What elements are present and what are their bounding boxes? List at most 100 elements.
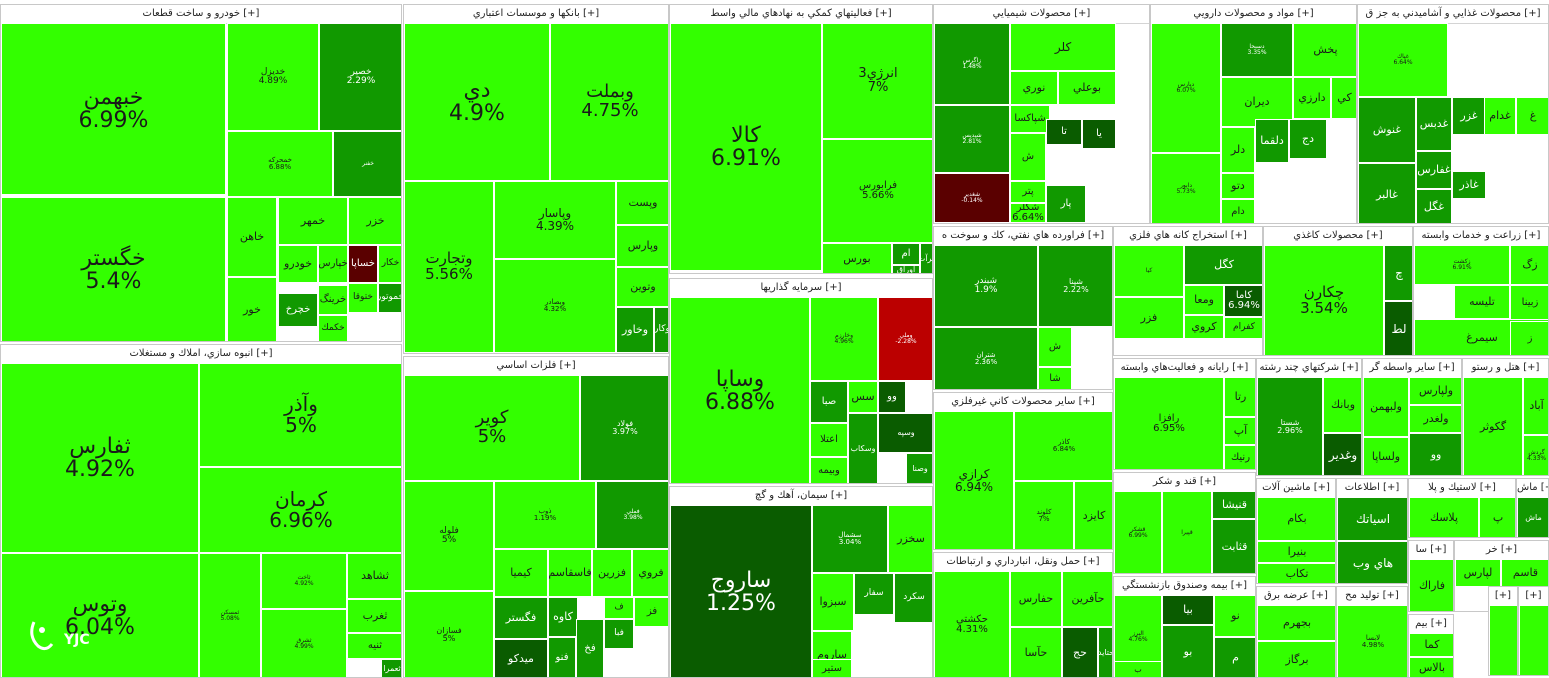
stock-tile[interactable]: دابور 5.73% xyxy=(1151,153,1221,223)
stock-tile[interactable]: وبانك xyxy=(1323,377,1361,433)
stock-tile[interactable]: فخ xyxy=(576,619,604,677)
stock-tile[interactable]: بجهرم xyxy=(1257,605,1335,641)
stock-tile[interactable]: وتوس 6.04% xyxy=(1,553,199,677)
sector-header[interactable]: هتل و رستو [+] xyxy=(1463,359,1548,378)
stock-tile[interactable]: شستا 2.96% xyxy=(1257,377,1323,475)
stock-tile[interactable]: ز xyxy=(1510,321,1548,355)
sector-block[interactable]: [+] xyxy=(1518,586,1549,676)
sector-block[interactable]: محصولات غذايي و آشاميدني به جز ق [+] غنوش… xyxy=(1357,4,1549,224)
stock-tile[interactable]: غدام xyxy=(1484,97,1516,135)
stock-tile[interactable]: زكشت 6.91% xyxy=(1414,245,1510,285)
stock-tile[interactable]: ش xyxy=(1010,133,1046,181)
stock-tile[interactable]: بالاس xyxy=(1409,657,1453,677)
stock-tile[interactable]: خفنر xyxy=(333,131,401,197)
stock-tile[interactable]: ذوب 1.19% xyxy=(494,481,596,549)
stock-tile[interactable]: زبينا xyxy=(1510,285,1548,321)
stock-tile[interactable]: وپارس xyxy=(616,225,668,267)
sector-block[interactable]: اطلاعات [+] اسياتك هاي وب xyxy=(1336,478,1408,584)
stock-tile[interactable]: كرازي 6.94% xyxy=(934,411,1014,549)
stock-tile[interactable]: خپارس xyxy=(318,245,348,283)
sector-block[interactable]: زراعت و خدمات وابسته [+] زگ زبينا تلیسه سيمر… xyxy=(1413,226,1549,356)
stock-tile[interactable]: وسكاب xyxy=(848,413,878,483)
stock-tile[interactable]: وملي -2.28% xyxy=(878,297,932,381)
sector-block[interactable]: استخراج كانه هاي فلزي [+] كگل ومعا كروي كيا ف… xyxy=(1113,226,1263,356)
sector-header[interactable]: زراعت و خدمات وابسته [+] xyxy=(1414,227,1548,246)
stock-tile[interactable]: قاسم xyxy=(1501,559,1548,587)
sector-header[interactable]: ساير واسطه گر [+] xyxy=(1363,359,1461,378)
stock-tile[interactable]: ساروج 1.25% xyxy=(670,505,812,677)
stock-tile[interactable]: كيا xyxy=(1114,245,1184,297)
sector-block[interactable]: خودرو و ساخت قطعات [+] خبهمن 6.99% خگستر 5.4… xyxy=(0,4,402,342)
stock-tile[interactable]: شكلر 6.64% xyxy=(1010,203,1046,223)
sector-header[interactable]: سيمان، آهك و گچ [+] xyxy=(670,487,932,506)
stock-tile[interactable]: بنيرا xyxy=(1257,541,1335,563)
stock-tile[interactable]: فزرين xyxy=(592,549,632,597)
stock-tile[interactable]: فاسقاسم xyxy=(548,549,592,597)
stock-tile[interactable]: دج xyxy=(1289,119,1327,159)
stock-tile[interactable]: غدبس xyxy=(1416,97,1452,151)
stock-tile[interactable]: دارزي xyxy=(1293,77,1331,119)
stock-tile[interactable]: خكار xyxy=(378,245,401,283)
stock-tile[interactable]: شپاكسا xyxy=(1010,105,1050,133)
stock-tile[interactable]: خمهر xyxy=(278,197,348,245)
stock-tile[interactable]: سفار xyxy=(854,573,894,615)
stock-tile[interactable]: اعتلا xyxy=(810,423,848,457)
stock-tile[interactable]: وساپا 6.88% xyxy=(670,297,810,483)
sector-block[interactable]: ماش [+] ماش xyxy=(1516,478,1549,538)
stock-tile[interactable]: چكارن 3.54% xyxy=(1264,245,1384,355)
stock-tile[interactable]: فروي xyxy=(632,549,668,597)
stock-tile[interactable]: ب xyxy=(1114,661,1162,677)
sector-header[interactable]: بانكها و موسسات اعتباري [+] xyxy=(404,5,668,24)
stock-tile[interactable]: نو xyxy=(1214,595,1255,637)
sector-block[interactable]: ماشين آلات [+] بكام بنيرا تكاب xyxy=(1256,478,1336,584)
stock-tile[interactable]: سكرد xyxy=(894,573,932,623)
stock-tile[interactable]: شتران 2.36% xyxy=(934,327,1038,389)
stock-tile[interactable]: ولساپا xyxy=(1363,437,1409,475)
sector-header[interactable]: خر [+] xyxy=(1455,541,1548,560)
stock-tile[interactable]: ديران xyxy=(1221,77,1293,127)
stock-tile[interactable]: وخاور xyxy=(616,307,654,353)
stock-tile[interactable]: دلقما xyxy=(1255,119,1289,163)
stock-tile[interactable]: كالا 6.91% xyxy=(670,23,822,271)
stock-tile[interactable]: خكمك xyxy=(318,315,348,341)
stock-tile[interactable]: ولبهمن xyxy=(1363,377,1409,437)
sector-block[interactable]: توليد مح [+] لابسا 4.98% xyxy=(1336,586,1408,678)
sector-header[interactable]: سرمايه گذاريها [+] xyxy=(670,279,932,298)
sector-header[interactable]: استخراج كانه هاي فلزي [+] xyxy=(1114,227,1262,246)
sector-block[interactable]: سایر محصولات كاني غيرفلزي [+] كرازي 6.94% ك… xyxy=(933,392,1113,550)
stock-tile[interactable]: وتجارت 5.56% xyxy=(404,181,494,353)
stock-tile[interactable]: خودرو xyxy=(278,245,318,283)
stock-tile[interactable]: خگستر 5.4% xyxy=(1,197,226,341)
sector-header[interactable]: رايانه و فعاليت‌هاي وابسته [+] xyxy=(1114,359,1255,378)
sector-header[interactable]: قند و شكر [+] xyxy=(1114,473,1255,492)
stock-tile[interactable]: رافزا 6.95% xyxy=(1114,377,1224,469)
stock-tile[interactable]: سس xyxy=(848,381,878,413)
sector-header[interactable]: توليد مح [+] xyxy=(1337,587,1407,606)
stock-tile[interactable]: كوير 5% xyxy=(404,375,580,481)
stock-tile[interactable]: خموتور xyxy=(378,283,401,313)
stock-tile[interactable]: غالبر xyxy=(1358,163,1416,223)
stock-tile[interactable]: زگ xyxy=(1510,245,1548,285)
stock-tile[interactable]: آباد xyxy=(1523,377,1548,435)
stock-tile[interactable]: شپديس 2.81% xyxy=(934,105,1010,173)
stock-tile[interactable]: ثغرب xyxy=(347,599,401,633)
stock-tile[interactable]: فنو xyxy=(548,637,576,677)
stock-tile[interactable]: حآفرين xyxy=(1062,571,1112,627)
stock-tile[interactable]: كلر xyxy=(1010,23,1116,71)
stock-tile[interactable]: وتوين xyxy=(616,267,668,307)
stock-tile[interactable]: پ xyxy=(1479,497,1515,537)
stock-tile[interactable]: اسياتك xyxy=(1337,497,1407,541)
sector-header[interactable]: خودرو و ساخت قطعات [+] xyxy=(1,5,401,24)
stock-tile[interactable]: هاي وب xyxy=(1337,541,1407,583)
sector-block[interactable]: بانكها و موسسات اعتباري [+] دي 4.9% وبملت 4.… xyxy=(403,4,669,354)
sector-header[interactable]: عرضه برق [+] xyxy=(1257,587,1335,606)
stock-tile[interactable]: كايزد xyxy=(1074,481,1112,549)
stock-tile[interactable]: شا xyxy=(1038,367,1072,389)
stock-tile[interactable]: سبزوا xyxy=(812,573,854,631)
stock-tile[interactable]: دپارس 6.07% xyxy=(1151,23,1221,153)
sector-header[interactable]: مواد و محصولات دارويي [+] xyxy=(1151,5,1356,24)
stock-tile[interactable]: غگل xyxy=(1416,189,1452,223)
stock-tile[interactable]: ف xyxy=(604,597,634,619)
stock-tile[interactable]: لابسا 4.98% xyxy=(1337,605,1407,677)
stock-tile[interactable]: ثنيه xyxy=(347,633,401,659)
